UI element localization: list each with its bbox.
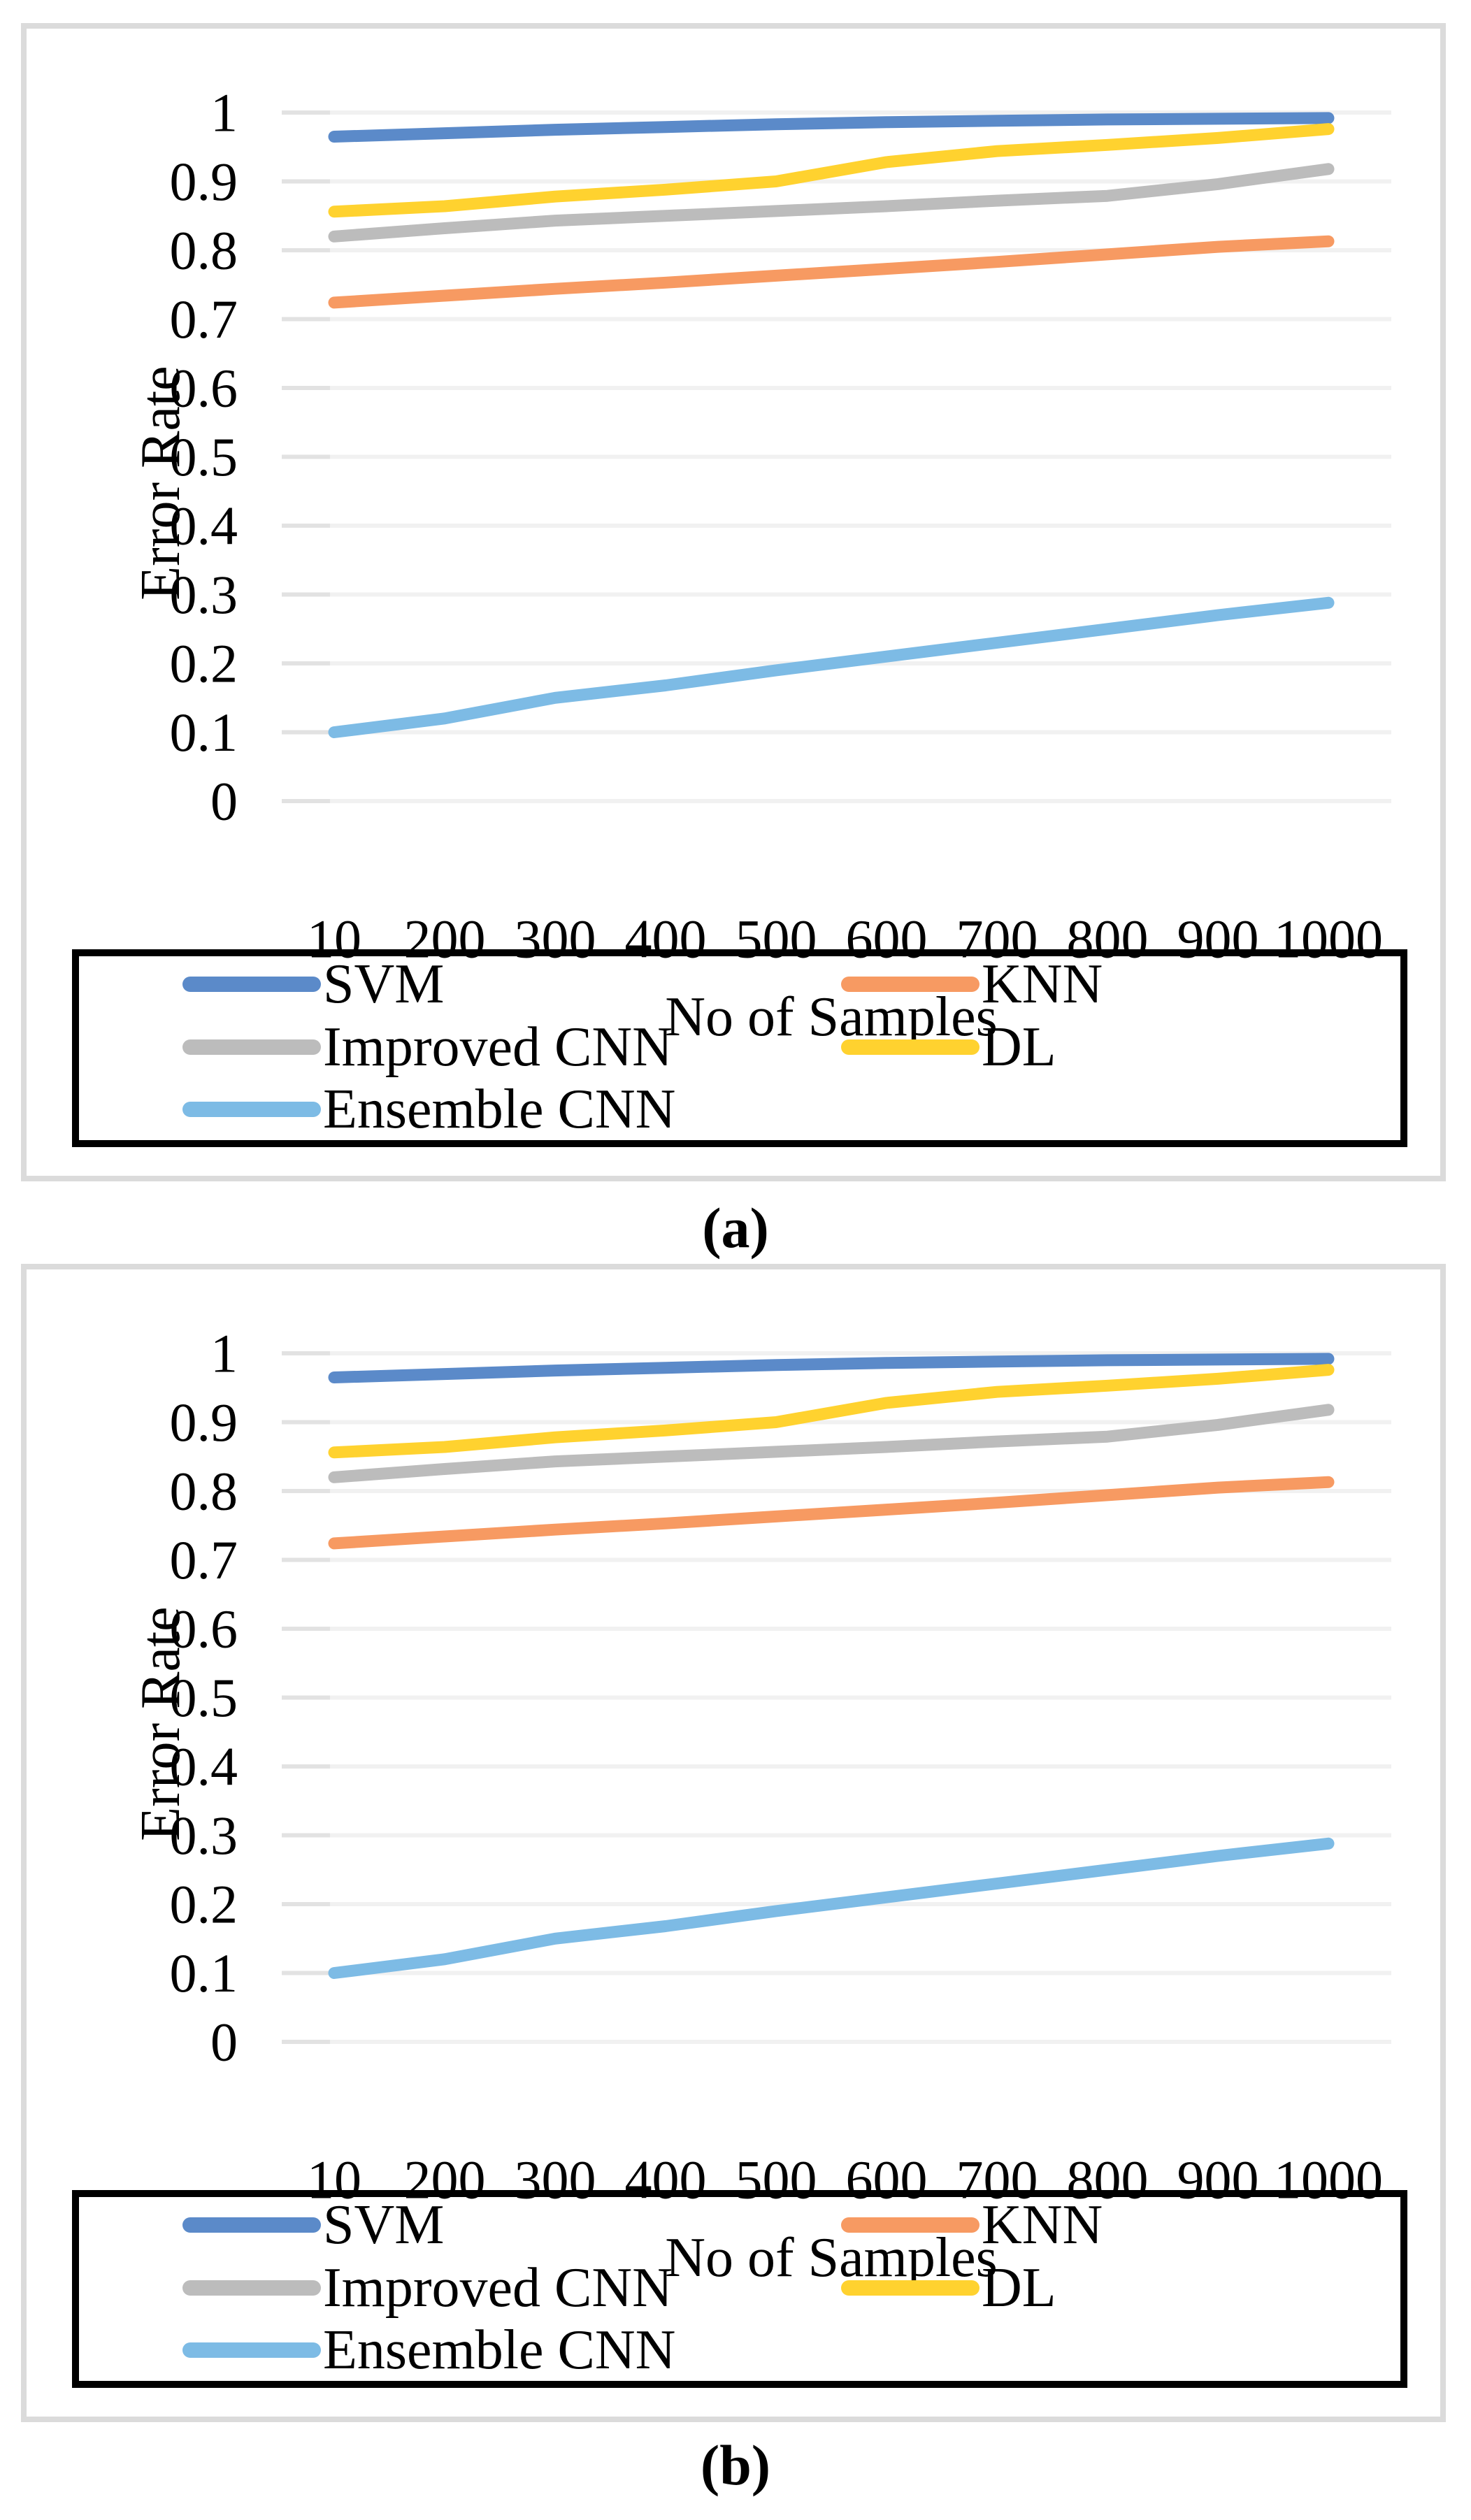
legend-label-improved-cnn: Improved CNN: [323, 1016, 673, 1078]
caption-b: (b): [700, 2433, 771, 2497]
y-tick-label: 0.6: [170, 1599, 238, 1659]
x-tick-label: 300: [515, 909, 596, 970]
series-line-improved-cnn: [328, 163, 1335, 243]
x-tick-label: 700: [956, 2150, 1038, 2210]
line-chart-b: 0 0.1 0.2 0.3 0.4 0.5 0.6 0.7 0.8 0.9 1 Error Rate 1…: [72, 1323, 1407, 2388]
x-tick-label: 900: [1177, 909, 1259, 970]
x-tick-label: 800: [1067, 909, 1149, 970]
x-tick-label: 600: [846, 2150, 928, 2210]
legend-box: [72, 2190, 1407, 2388]
y-tick-label: 0.3: [170, 564, 238, 625]
legend-label-dl: DL: [982, 1016, 1056, 1078]
y-tick-label: 0.9: [170, 1392, 238, 1453]
x-tick-label: 400: [625, 2150, 707, 2210]
y-tick-label: 0.2: [170, 633, 238, 694]
y-tick-label: 0: [210, 771, 238, 832]
legend-box: [72, 949, 1407, 1147]
x-tick-label: 500: [736, 909, 817, 970]
series-line-improved-cnn: [328, 1404, 1335, 1483]
y-tick-label: 0.8: [170, 1461, 238, 1522]
x-tick-label: 200: [404, 2150, 486, 2210]
legend-label-improved-cnn: Improved CNN: [323, 2257, 673, 2319]
legend-label-ensemble-cnn: Ensemble CNN: [323, 2319, 675, 2381]
caption-a: (a): [702, 1196, 769, 1260]
series-line-svm: [328, 112, 1335, 143]
y-tick-label: 0.2: [170, 1874, 238, 1935]
series-line-svm: [328, 1353, 1335, 1383]
legend-label-svm: SVM: [323, 2194, 444, 2256]
y-tick-label: 0.5: [170, 1667, 238, 1728]
series-line-ensemble-cnn: [328, 1837, 1335, 1979]
y-tick-label: 0.8: [170, 220, 238, 281]
legend-label-ensemble-cnn: Ensemble CNN: [323, 1079, 675, 1140]
y-axis-title: Error Rate: [130, 1606, 192, 1841]
x-tick-label: 10: [307, 2150, 361, 2210]
series-line-knn: [328, 235, 1335, 309]
x-tick-label: 500: [736, 2150, 817, 2210]
x-tick-label: 200: [404, 909, 486, 970]
y-tick-label: 0.4: [170, 496, 238, 556]
y-tick-label: 0.1: [170, 702, 238, 763]
x-tick-label: 1000: [1274, 909, 1383, 970]
series-line-dl: [328, 1364, 1335, 1459]
y-tick-label: 0.6: [170, 358, 238, 419]
legend-label-svm: SVM: [323, 953, 444, 1015]
x-tick-label: 400: [625, 909, 707, 970]
x-tick-label: 600: [846, 909, 928, 970]
x-tick-label: 300: [515, 2150, 596, 2210]
x-tick-label: 700: [956, 909, 1038, 970]
y-tick-label: 0.5: [170, 426, 238, 487]
y-tick-label: 1: [210, 1323, 238, 1384]
line-chart-a: 0 0.1 0.2 0.3 0.4 0.5 0.6 0.7 0.8 0.9 1 Error Rate 1…: [72, 82, 1407, 1147]
x-tick-label: 10: [307, 909, 361, 970]
y-axis-title: Error Rate: [130, 366, 192, 600]
y-tick-label: 1: [210, 82, 238, 143]
y-tick-label: 0.7: [170, 289, 238, 350]
chart-panel-b: 0 0.1 0.2 0.3 0.4 0.5 0.6 0.7 0.8 0.9 1 Error Rate 1…: [21, 1264, 1446, 2422]
y-tick-label: 0.9: [170, 151, 238, 212]
y-tick-label: 0.4: [170, 1736, 238, 1797]
x-tick-label: 900: [1177, 2150, 1259, 2210]
legend-label-dl: DL: [982, 2257, 1056, 2319]
legend-label-knn: KNN: [982, 953, 1103, 1015]
series-line-knn: [328, 1476, 1335, 1550]
y-tick-label: 0.1: [170, 1943, 238, 2003]
y-tick-label: 0.3: [170, 1805, 238, 1866]
series-line-dl: [328, 123, 1335, 218]
x-tick-label: 1000: [1274, 2150, 1383, 2210]
chart-panel-a: 0 0.1 0.2 0.3 0.4 0.5 0.6 0.7 0.8 0.9 1 Error Rate 1…: [21, 23, 1446, 1181]
legend-label-knn: KNN: [982, 2194, 1103, 2256]
x-axis-title: No of Samples: [665, 2227, 998, 2289]
x-axis-title: No of Samples: [665, 986, 998, 1048]
y-tick-label: 0.7: [170, 1529, 238, 1590]
x-tick-label: 800: [1067, 2150, 1149, 2210]
y-tick-label: 0: [210, 2012, 238, 2073]
series-line-ensemble-cnn: [328, 596, 1335, 738]
